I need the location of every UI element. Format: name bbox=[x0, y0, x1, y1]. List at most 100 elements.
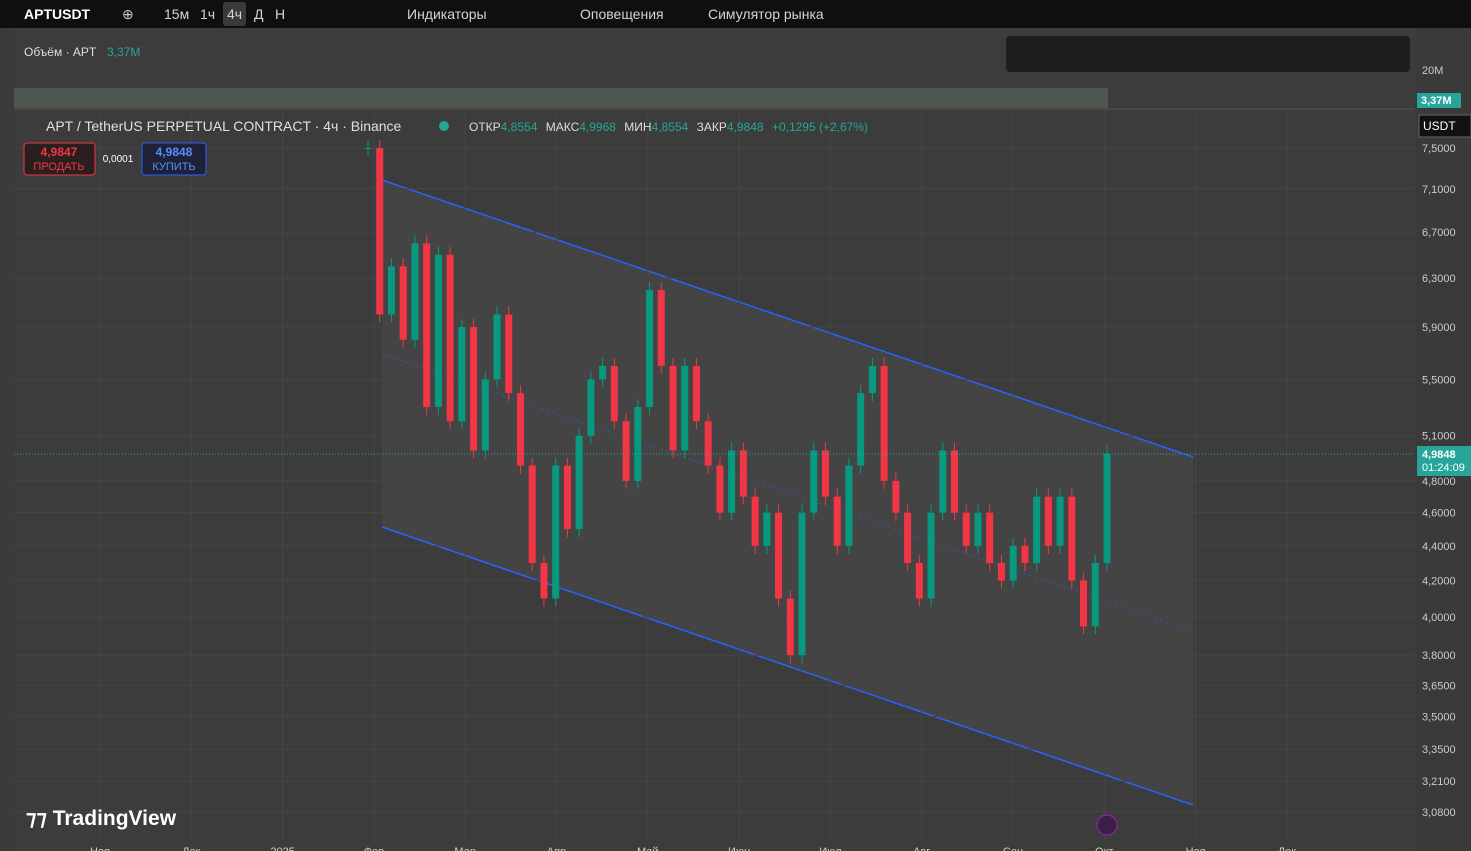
price-tick-label: 3,0800 bbox=[1422, 807, 1456, 819]
channel-top bbox=[381, 179, 1194, 458]
price-tick-label: 3,2100 bbox=[1422, 776, 1456, 788]
candle bbox=[880, 365, 888, 481]
brand: ⁊⁊ TradingView bbox=[26, 807, 177, 830]
price-tick-label: 3,3500 bbox=[1422, 744, 1456, 756]
high: 4,9968 bbox=[579, 120, 616, 134]
candle bbox=[434, 254, 442, 408]
channel-mid bbox=[381, 353, 1194, 632]
legend-title: APT / TetherUS PERPETUAL CONTRACT · 4ч ·… bbox=[46, 118, 402, 134]
candle bbox=[387, 266, 395, 315]
candle bbox=[446, 254, 454, 422]
symbol[interactable]: APTUSDT bbox=[24, 6, 91, 22]
candle bbox=[634, 407, 642, 481]
candle bbox=[868, 365, 876, 394]
time-label: Окт bbox=[1095, 846, 1114, 851]
time-label: Ноя bbox=[90, 846, 110, 851]
price-tick-label: 3,5000 bbox=[1422, 712, 1456, 724]
candle bbox=[587, 379, 595, 436]
candle bbox=[892, 480, 900, 513]
open-label: ОТКР bbox=[469, 120, 501, 134]
time-label: Июн bbox=[728, 846, 750, 851]
buy-price: 4,9848 bbox=[156, 145, 193, 159]
candle bbox=[751, 496, 759, 546]
alerts[interactable]: Оповещения bbox=[580, 6, 664, 22]
interval[interactable]: 4ч bbox=[223, 2, 247, 26]
candle bbox=[1103, 453, 1111, 563]
candle bbox=[821, 450, 829, 497]
buy-button[interactable] bbox=[141, 142, 207, 176]
candle bbox=[716, 465, 724, 513]
candle bbox=[470, 327, 478, 451]
candle bbox=[493, 314, 501, 380]
time-label: Фев bbox=[364, 846, 384, 851]
time-label: Ноя bbox=[1186, 846, 1206, 851]
price-tick-label: 5,9000 bbox=[1422, 322, 1456, 334]
candle bbox=[845, 465, 853, 546]
open: 4,8554 bbox=[501, 120, 538, 134]
candle bbox=[974, 512, 982, 546]
high-label: МАКС bbox=[546, 120, 580, 134]
candle bbox=[763, 512, 771, 546]
buy-label: КУПИТЬ bbox=[152, 161, 195, 173]
price-tick-label: 4,2000 bbox=[1422, 576, 1456, 588]
price-scale-bg bbox=[1415, 28, 1471, 851]
price-tick-label: 4,0000 bbox=[1422, 612, 1456, 624]
candle bbox=[563, 465, 571, 530]
candle bbox=[951, 450, 959, 513]
candle bbox=[669, 365, 677, 451]
interval[interactable]: 1ч bbox=[200, 6, 216, 22]
replay[interactable]: Симулятор рынка bbox=[708, 6, 824, 22]
candle bbox=[1044, 496, 1052, 546]
candle bbox=[1068, 496, 1076, 581]
price-tick-label: 7,5000 bbox=[1422, 143, 1456, 155]
last-price: 4,9848 bbox=[1422, 449, 1456, 461]
low-label: МИН bbox=[624, 120, 651, 134]
candle bbox=[904, 512, 912, 563]
candle bbox=[915, 562, 923, 599]
candle bbox=[1091, 562, 1099, 627]
candle bbox=[423, 243, 431, 408]
events-icon[interactable] bbox=[1096, 814, 1118, 836]
candle bbox=[458, 327, 466, 422]
close: 4,9848 bbox=[727, 120, 764, 134]
candle bbox=[986, 512, 994, 563]
currency: USDT bbox=[1423, 119, 1456, 133]
candle bbox=[739, 450, 747, 497]
sell-price: 4,9847 bbox=[41, 145, 78, 159]
price-tick-label: 6,3000 bbox=[1422, 273, 1456, 285]
interval[interactable]: 15м bbox=[164, 6, 190, 22]
candle bbox=[1033, 496, 1041, 563]
close-label: ЗАКР bbox=[697, 120, 727, 134]
drawing-toolbar[interactable] bbox=[1006, 36, 1410, 72]
candle bbox=[997, 562, 1005, 581]
volume-value: 3,37M bbox=[107, 45, 140, 59]
currency-select[interactable] bbox=[1418, 114, 1471, 138]
add-symbol[interactable]: ⊕ bbox=[122, 6, 134, 22]
volume-band bbox=[14, 88, 1108, 108]
candle bbox=[927, 512, 935, 599]
time-label: Июл bbox=[819, 846, 841, 851]
volume-tag: 3,37M bbox=[1421, 95, 1452, 107]
interval[interactable]: Д bbox=[254, 6, 264, 22]
candle bbox=[681, 365, 689, 451]
sell-button[interactable] bbox=[23, 142, 96, 176]
candle bbox=[657, 290, 665, 366]
candle bbox=[599, 365, 607, 380]
candle bbox=[692, 365, 700, 422]
price-tick-label: 6,7000 bbox=[1422, 227, 1456, 239]
candle bbox=[1009, 545, 1017, 581]
volume-label: Объём · APT bbox=[24, 45, 97, 59]
candle bbox=[857, 393, 865, 466]
candle bbox=[646, 290, 654, 408]
candle bbox=[1056, 496, 1064, 546]
time-label: Май bbox=[637, 846, 659, 851]
time-label: Авг bbox=[913, 846, 930, 851]
interval[interactable]: Н bbox=[275, 6, 286, 22]
change: +0,1295 (+2,67%) bbox=[772, 120, 868, 134]
candle bbox=[399, 266, 407, 340]
candle bbox=[376, 148, 384, 315]
candle bbox=[610, 365, 618, 422]
indicators[interactable]: Индикаторы bbox=[407, 6, 487, 22]
candle bbox=[1080, 580, 1088, 627]
candle bbox=[575, 435, 583, 530]
